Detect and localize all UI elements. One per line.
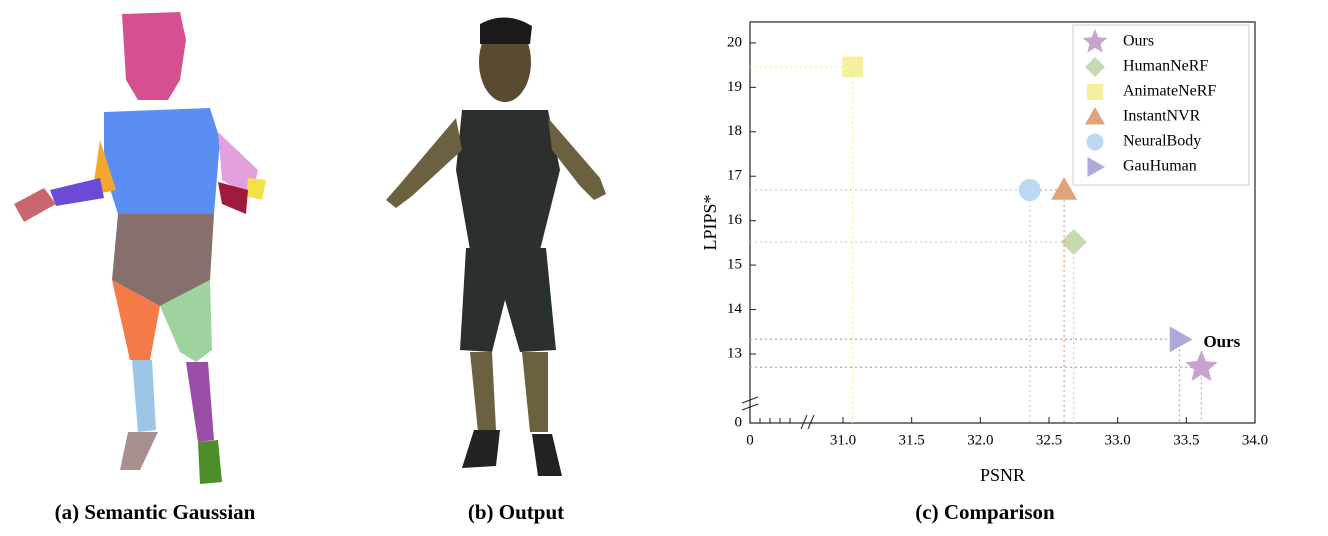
caption: (c) Comparison: [915, 500, 1055, 524]
y-tick-label: 16: [727, 212, 743, 228]
legend-label: Ours: [1123, 33, 1154, 50]
y-tick-label: 0: [735, 414, 743, 430]
x-tick-label: 0: [746, 432, 754, 448]
x-tick-label: 32.5: [1036, 432, 1062, 448]
legend-marker: [1087, 157, 1105, 177]
point: [842, 56, 864, 78]
point: [1018, 178, 1041, 202]
comparison-chart: 0 31.0 31.5 32.0 32.5 33.0 33.5 34.0 0 13 14 15 16 17…: [700, 21, 1268, 485]
point: [1051, 177, 1078, 200]
y-tick-label: 14: [727, 301, 743, 317]
y-tick-label: 18: [727, 123, 742, 139]
y-tick-label: 20: [727, 34, 742, 50]
plot-frame: [749, 21, 1256, 424]
legend-marker: [1086, 133, 1104, 151]
caption: (a) Semantic Gaussian: [55, 500, 256, 524]
point: [1169, 326, 1193, 353]
x-axis-break: [800, 414, 815, 430]
y-tick-label: 15: [727, 257, 742, 273]
x-tick-label: 33.0: [1105, 432, 1131, 448]
legend-label: GauHuman: [1123, 158, 1197, 175]
legend-label: NeuralBody: [1123, 133, 1201, 150]
point: [1060, 229, 1087, 255]
y-tick-label: 17: [727, 168, 743, 184]
x-tick-label: 31.0: [830, 432, 856, 448]
caption: (b) Output: [468, 500, 564, 524]
annotation: Ours: [1203, 332, 1240, 351]
legend-marker: [1087, 84, 1103, 100]
x-axis-label: PSNR: [980, 465, 1025, 485]
legend-marker: [1082, 29, 1108, 53]
x-tick-label: 31.5: [899, 432, 925, 448]
x-tick-label: 33.5: [1173, 432, 1199, 448]
y-axis-label: LPIPS*: [700, 194, 720, 250]
y-axis-break: [741, 396, 759, 411]
legend-marker: [1085, 57, 1105, 77]
legend-label: InstantNVR: [1123, 108, 1201, 125]
x-tick-label: 32.0: [967, 432, 993, 448]
y-tick-label: 19: [727, 79, 742, 95]
legend-label: HumanNeRF: [1123, 58, 1208, 75]
y-tick-label: 13: [727, 345, 742, 361]
legend-label: AnimateNeRF: [1123, 83, 1216, 100]
legend-marker: [1085, 107, 1105, 125]
output-figure: [386, 17, 606, 476]
semantic-figure: [14, 12, 266, 484]
x-tick-label: 34.0: [1242, 432, 1268, 448]
point: [1185, 350, 1218, 382]
